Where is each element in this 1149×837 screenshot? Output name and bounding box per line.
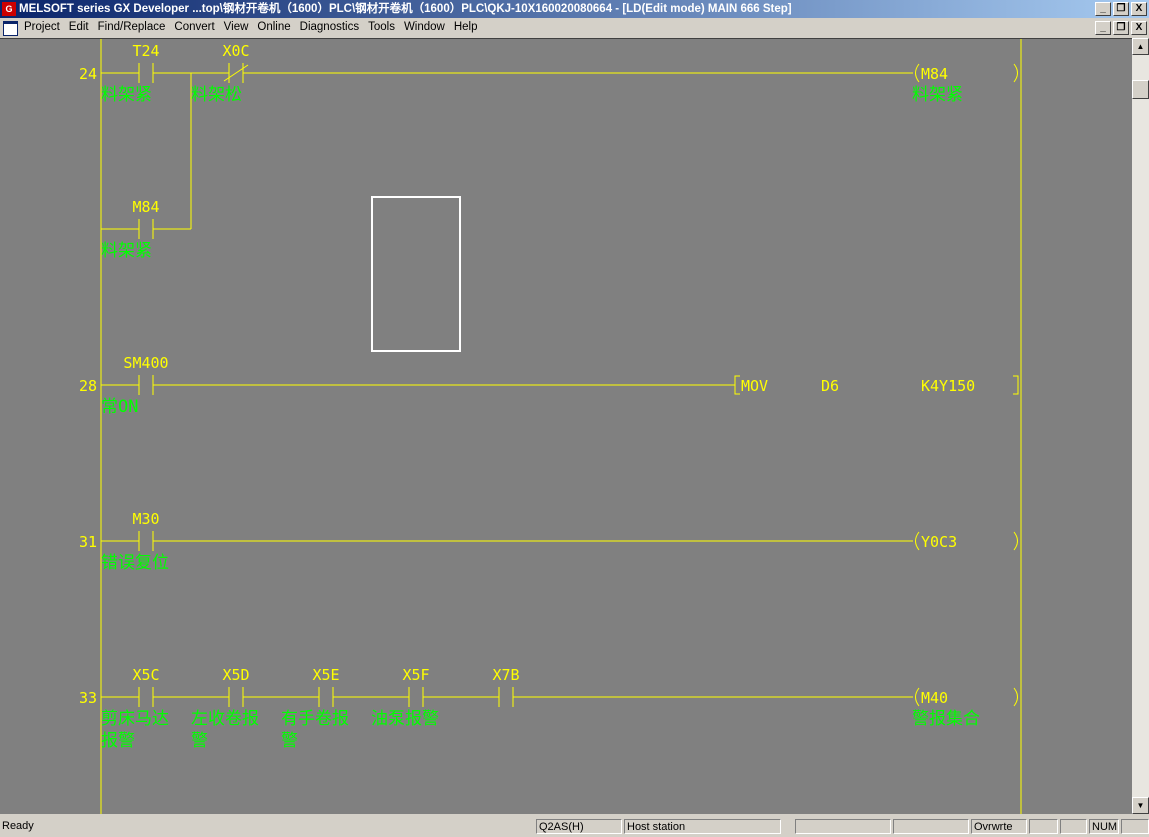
menu-diagnostics[interactable]: Diagnostics <box>299 21 360 33</box>
status-plc-type: Q2AS(H) <box>536 819 622 834</box>
app-icon[interactable]: G <box>2 2 16 16</box>
contact-x0c-nc-slash <box>223 64 249 82</box>
menu-project[interactable]: Project <box>24 21 60 33</box>
coil-device-label: M84 <box>921 65 948 83</box>
menu-online[interactable]: Online <box>257 21 291 33</box>
rung-31: 31 M30 错误复位 Y0C3 <box>79 510 1018 573</box>
coil-y0c3: Y0C3 <box>915 531 1018 551</box>
coil-right-paren <box>1013 687 1018 707</box>
doc-restore-button[interactable]: ❐ <box>1113 21 1129 35</box>
menu-window[interactable]: Window <box>403 21 445 33</box>
contact-t24-device-label: T24 <box>132 42 159 60</box>
coil-right-paren <box>1013 63 1018 83</box>
contact-t24-comment: 料架紧 <box>101 85 152 105</box>
scroll-thumb[interactable] <box>1132 80 1149 99</box>
vertical-scrollbar[interactable]: ▲ ▼ <box>1132 38 1149 814</box>
step-number: 33 <box>79 689 97 707</box>
restore-button[interactable]: ❐ <box>1113 2 1129 16</box>
contact-x5d-comment: 左收卷报 <box>191 709 259 729</box>
doc-minimize-button[interactable]: _ <box>1095 21 1111 35</box>
contact-m84-comment: 料架紧 <box>101 241 152 261</box>
status-panel-empty-2 <box>893 819 969 834</box>
ladder-editor[interactable]: 24 T24 料架紧 X0C 料架松 M84 料架紧 M84 料架紧 28 SM400 常ON MOV D… <box>0 38 1132 815</box>
instruction-right-bracket <box>1013 375 1019 395</box>
step-number: 28 <box>79 377 97 395</box>
ladder-diagram[interactable]: 24 T24 料架紧 X0C 料架松 M84 料架紧 M84 料架紧 28 SM400 常ON MOV D… <box>0 39 1132 815</box>
menu-bar: Project Edit Find/Replace Convert View O… <box>0 18 1149 38</box>
contact-x5f-device-label: X5F <box>402 666 429 684</box>
status-panel-empty-4 <box>1060 819 1087 834</box>
instruction-operand: D6 <box>821 377 839 395</box>
contact-x5c-comment: 剪床马达 <box>101 709 169 729</box>
menu-tools[interactable]: Tools <box>368 21 395 33</box>
instruction-mov: MOV D6 K4Y150 <box>734 375 1019 395</box>
contact-x0c-comment: 料架松 <box>191 85 242 105</box>
coil-device-label: M40 <box>921 689 948 707</box>
coil-m40: M40 警报集合 <box>912 687 1018 729</box>
menu-view[interactable]: View <box>223 21 249 33</box>
scroll-down-button[interactable]: ▼ <box>1132 797 1149 814</box>
coil-device-label: Y0C3 <box>921 533 957 551</box>
coil-comment: 料架紧 <box>912 85 963 105</box>
coil-left-paren <box>915 687 920 707</box>
menu-help[interactable]: Help <box>453 21 478 33</box>
status-panel-empty-3 <box>1029 819 1058 834</box>
window-title: MELSOFT series GX Developer ...top\钢材开卷机… <box>19 3 792 15</box>
contact-x7b-device-label: X7B <box>492 666 519 684</box>
contact-x5d-comment: 警 <box>191 731 208 751</box>
step-number: 24 <box>79 65 97 83</box>
instruction-left-bracket <box>734 375 740 395</box>
rung-24: 24 T24 料架紧 X0C 料架松 M84 料架紧 M84 料架紧 <box>79 42 1018 261</box>
status-bar: Ready Q2AS(H) Host station Ovrwrte NUM <box>0 814 1149 837</box>
close-button[interactable]: X <box>1131 2 1147 16</box>
title-bar: G MELSOFT series GX Developer ...top\钢材开… <box>0 0 1149 18</box>
instruction-operand: K4Y150 <box>921 377 975 395</box>
status-num: NUM <box>1089 819 1119 834</box>
contact-sm400-device-label: SM400 <box>123 354 168 372</box>
instruction-op: MOV <box>741 377 768 395</box>
contact-m30-comment: 错误复位 <box>101 553 169 573</box>
status-panel-empty-1 <box>795 819 891 834</box>
menu-convert[interactable]: Convert <box>174 21 215 33</box>
status-panel-empty-5 <box>1121 819 1149 834</box>
coil-left-paren <box>915 63 920 83</box>
menu-find-replace[interactable]: Find/Replace <box>97 21 166 33</box>
rung-28: 28 SM400 常ON MOV D6 K4Y150 <box>79 354 1019 417</box>
rung-33: 33X5C剪床马达报警X5D左收卷报警X5E有手卷报警X5F油泵报警X7BM40… <box>79 666 1018 751</box>
coil-left-paren <box>915 531 920 551</box>
scroll-up-button[interactable]: ▲ <box>1132 38 1149 55</box>
contact-m30-device-label: M30 <box>132 510 159 528</box>
contact-m84-device-label: M84 <box>132 198 159 216</box>
contact-x5e-comment: 警 <box>281 731 298 751</box>
contact-x5e-comment: 有手卷报 <box>281 709 349 729</box>
menu-edit[interactable]: Edit <box>68 21 89 33</box>
minimize-button[interactable]: _ <box>1095 2 1111 16</box>
contact-x5d-device-label: X5D <box>222 666 249 684</box>
document-icon[interactable] <box>3 21 18 36</box>
status-mode: Ovrwrte <box>971 819 1027 834</box>
contact-sm400-comment: 常ON <box>101 397 138 417</box>
contact-x5e-device-label: X5E <box>312 666 339 684</box>
status-station: Host station <box>624 819 781 834</box>
coil-right-paren <box>1013 531 1018 551</box>
edit-cursor[interactable] <box>371 196 461 352</box>
status-ready: Ready <box>2 820 34 832</box>
step-number: 31 <box>79 533 97 551</box>
coil-comment: 警报集合 <box>912 709 980 729</box>
contact-x5c-comment: 报警 <box>101 731 135 751</box>
coil-m84: M84 料架紧 <box>912 63 1018 105</box>
contact-x5f-comment: 油泵报警 <box>371 709 439 729</box>
doc-close-button[interactable]: X <box>1131 21 1147 35</box>
contact-x5c-device-label: X5C <box>132 666 159 684</box>
contact-x0c-device-label: X0C <box>222 42 249 60</box>
